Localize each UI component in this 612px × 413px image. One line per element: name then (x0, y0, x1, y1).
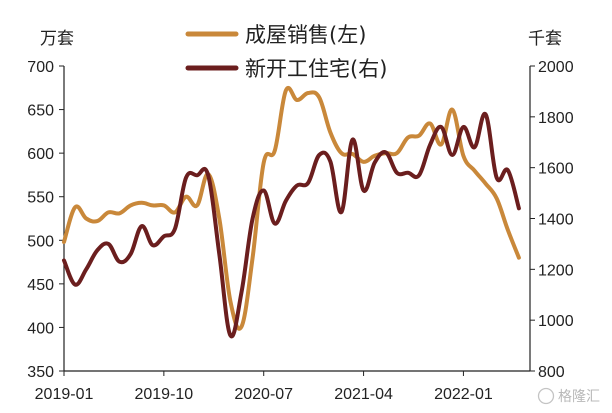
x-tick-label: 2019-01 (35, 386, 94, 403)
axis-units: 万套 千套 (40, 29, 562, 49)
left-tick-label: 400 (27, 320, 54, 337)
right-tick-label: 1400 (538, 212, 574, 229)
right-tick-label: 1800 (538, 110, 574, 127)
left-tick-label: 500 (27, 233, 54, 250)
left-tick-label: 450 (27, 277, 54, 294)
x-tick-label: 2021-04 (334, 386, 393, 403)
legend-label-2: 新开工住宅(右) (245, 57, 387, 81)
right-unit-label: 千套 (528, 29, 562, 49)
left-tick-label: 350 (27, 364, 54, 381)
watermark-logo-icon (537, 387, 555, 405)
axes: 350 400 450 500 550 600 650 700 800 1000 1200 1400 1… (27, 59, 573, 403)
right-tick-label: 1200 (538, 262, 574, 279)
left-tick-label: 650 (27, 103, 54, 120)
x-tick-label: 2019-10 (134, 386, 193, 403)
x-tick-label: 2020-07 (234, 386, 293, 403)
legend: 成屋销售(左) 新开工住宅(右) (185, 23, 387, 81)
left-unit-label: 万套 (40, 29, 74, 49)
right-tick-label: 1600 (538, 161, 574, 178)
right-tick-label: 1000 (538, 313, 574, 330)
legend-label-1: 成屋销售(左) (245, 23, 366, 47)
left-tick-label: 550 (27, 190, 54, 207)
right-tick-label: 2000 (538, 59, 574, 76)
series-lines (62, 85, 521, 339)
right-tick-label: 800 (538, 364, 565, 381)
series-line-2 (62, 112, 521, 339)
left-tick-label: 600 (27, 146, 54, 163)
watermark-text: 格隆汇 (558, 389, 600, 405)
left-tick-label: 700 (27, 59, 54, 76)
x-tick-label: 2022-01 (434, 386, 493, 403)
series-line-1 (62, 85, 521, 331)
watermark: 格隆汇 (537, 387, 600, 405)
